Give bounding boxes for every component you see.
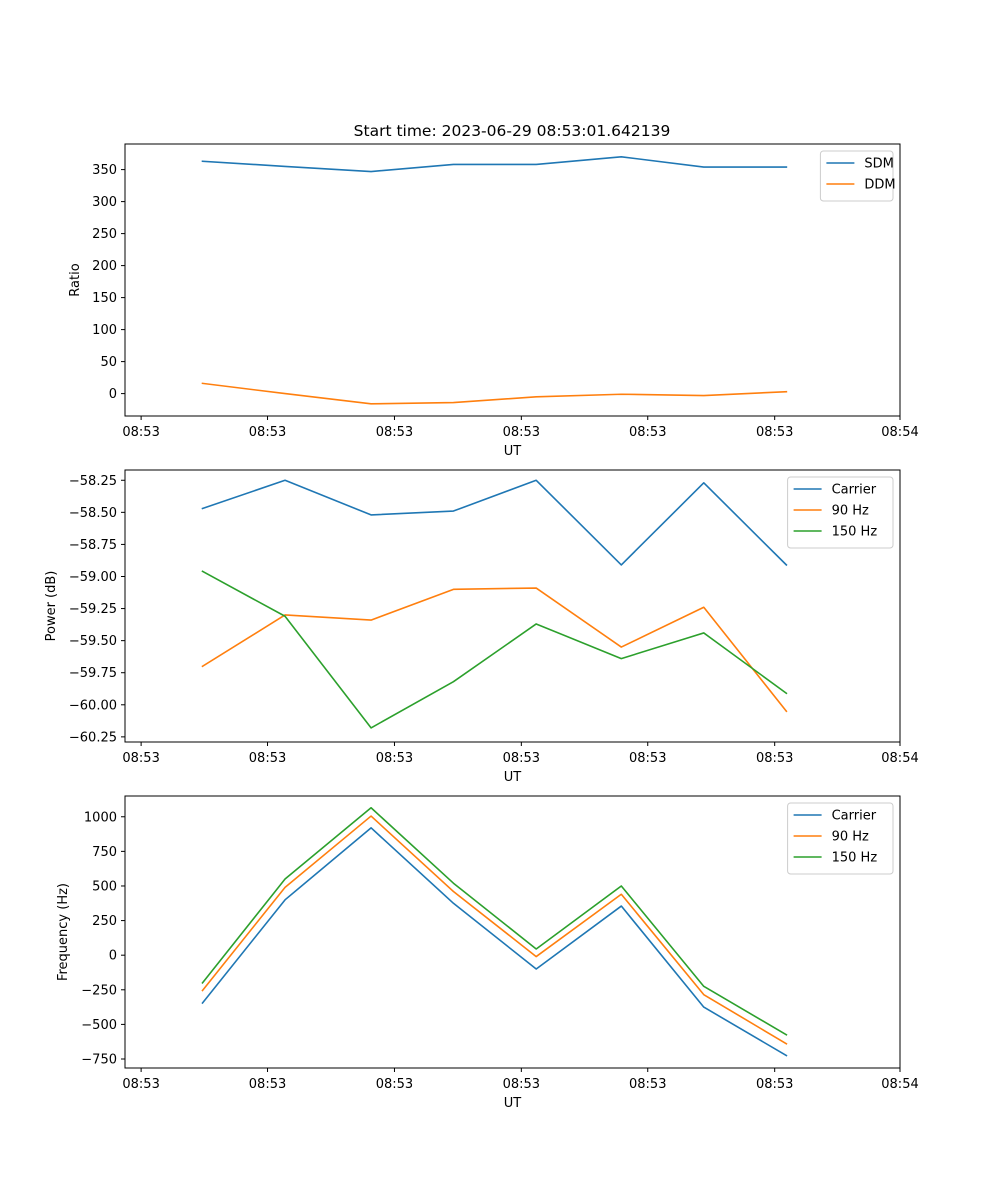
series-line-carrier	[201, 827, 788, 1057]
y-tick-label: 250	[92, 914, 117, 929]
y-tick-label: −750	[81, 1053, 117, 1068]
axes-frame	[124, 143, 901, 417]
x-tick-label: 08:53	[756, 1077, 793, 1092]
x-tick-label: 08:53	[503, 751, 540, 766]
panel-1: 0 50 100 150 200 250 300 350 08:53 08:53 08:53 08:5…	[68, 143, 919, 459]
x-tick-label: 08:53	[122, 751, 159, 766]
panel-3: −750 −500 −250 0 250 500 750 1000 08:53 08:53 08:5…	[56, 795, 919, 1111]
series-line-150-hz	[201, 570, 788, 729]
series-line-ddm	[201, 382, 788, 405]
y-tick-label: −58.50	[69, 506, 117, 521]
x-tick-label: 08:53	[122, 1077, 159, 1092]
legend: SDM DDM	[819, 150, 896, 202]
x-tick-label: 08:53	[249, 425, 286, 440]
y-tick-label: 1000	[84, 810, 117, 825]
y-tick-label: 0	[109, 387, 117, 402]
x-axis-label: UT	[504, 770, 522, 785]
series-line-sdm	[201, 156, 788, 173]
x-tick-label: 08:53	[249, 751, 286, 766]
x-tick-label: 08:53	[629, 751, 666, 766]
y-axis-label: Power (dB)	[44, 571, 59, 642]
legend-label: 90 Hz	[832, 830, 869, 845]
y-tick-label: −59.50	[69, 634, 117, 649]
x-tick-label: 08:53	[376, 425, 413, 440]
legend-label: Carrier	[832, 483, 877, 498]
y-axis-label: Frequency (Hz)	[56, 883, 71, 981]
x-tick-label: 08:53	[756, 425, 793, 440]
x-tick-label: 08:54	[881, 425, 918, 440]
legend: Carrier 90 Hz 150 Hz	[787, 802, 894, 875]
x-tick-label: 08:53	[376, 1077, 413, 1092]
y-tick-label: 200	[92, 259, 117, 274]
y-tick-label: −59.00	[69, 570, 117, 585]
y-tick-label: 500	[92, 879, 117, 894]
y-tick-label: −60.00	[69, 698, 117, 713]
legend-label: 150 Hz	[832, 851, 878, 866]
y-tick-label: −500	[81, 1018, 117, 1033]
x-tick-label: 08:53	[503, 425, 540, 440]
y-tick-label: 350	[92, 163, 117, 178]
x-axis-label: UT	[504, 444, 522, 459]
x-tick-label: 08:53	[503, 1077, 540, 1092]
panel-2: −60.25 −60.00 −59.75 −59.50 −59.25 −59.00 −58.…	[44, 469, 919, 785]
x-tick-label: 08:53	[249, 1077, 286, 1092]
y-axis-label: Ratio	[68, 263, 83, 296]
chart-title: Start time: 2023-06-29 08:53:01.642139	[354, 122, 671, 140]
series-line-150-hz	[201, 806, 788, 1036]
legend: Carrier 90 Hz 150 Hz	[787, 476, 894, 549]
y-tick-label: 300	[92, 195, 117, 210]
x-tick-label: 08:53	[629, 1077, 666, 1092]
x-tick-label: 08:54	[881, 1077, 918, 1092]
x-tick-label: 08:53	[629, 425, 666, 440]
axes-frame	[124, 795, 901, 1069]
legend-label: DDM	[864, 178, 895, 193]
y-tick-label: 750	[92, 845, 117, 860]
y-tick-label: −59.75	[69, 666, 117, 681]
y-tick-label: 100	[92, 323, 117, 338]
legend-label: 90 Hz	[832, 504, 869, 519]
y-tick-label: −58.25	[69, 474, 117, 489]
x-tick-label: 08:53	[122, 425, 159, 440]
x-tick-label: 08:54	[881, 751, 918, 766]
series-line-90-hz	[201, 815, 788, 1045]
y-tick-label: −59.25	[69, 602, 117, 617]
legend-label: SDM	[864, 157, 893, 172]
panels: 0 50 100 150 200 250 300 350 08:53 08:53 08:53 08:5…	[44, 143, 919, 1111]
y-tick-label: 0	[109, 949, 117, 964]
x-tick-label: 08:53	[756, 751, 793, 766]
series-line-90-hz	[201, 587, 788, 713]
axes-frame	[124, 469, 901, 743]
y-tick-label: −58.75	[69, 538, 117, 553]
y-tick-label: 50	[100, 355, 117, 370]
legend-label: 150 Hz	[832, 525, 878, 540]
legend-label: Carrier	[832, 809, 877, 824]
y-tick-label: −250	[81, 983, 117, 998]
y-tick-label: 150	[92, 291, 117, 306]
series-line-carrier	[201, 479, 788, 567]
x-axis-label: UT	[504, 1096, 522, 1111]
y-tick-label: 250	[92, 227, 117, 242]
x-tick-label: 08:53	[376, 751, 413, 766]
y-tick-label: −60.25	[69, 730, 117, 745]
